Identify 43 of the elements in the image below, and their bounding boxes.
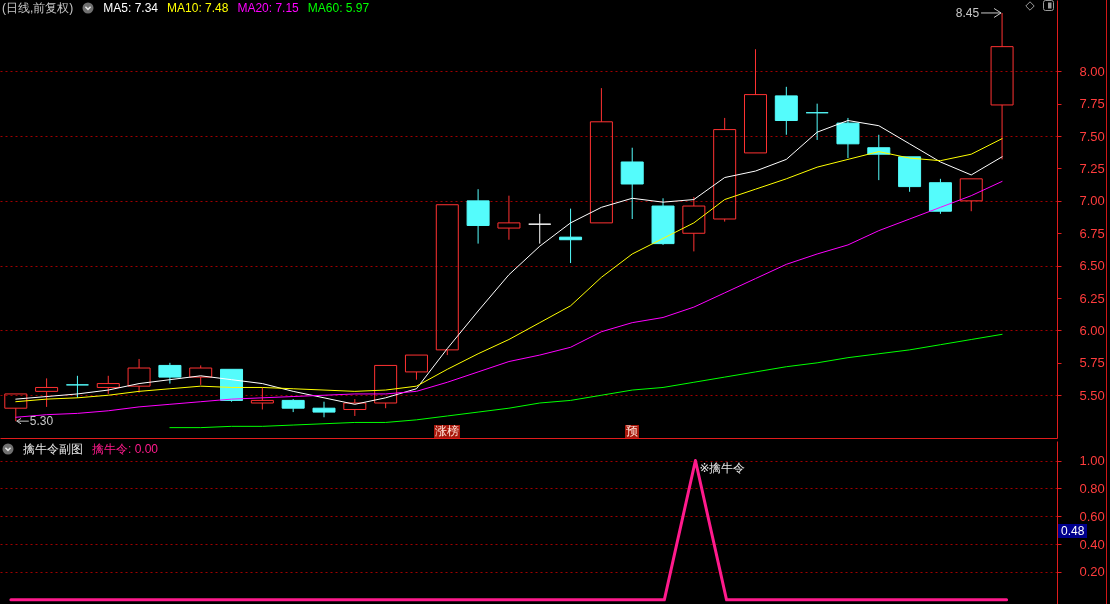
annotation: 预 <box>625 424 640 438</box>
candlestick <box>620 147 644 220</box>
text: MA10: 7.48 <box>167 1 229 15</box>
candlestick <box>528 213 552 245</box>
candlestick <box>158 362 182 385</box>
y-tick-label: 5.75 <box>1079 355 1105 371</box>
text: MA5: 7.34 <box>103 1 159 15</box>
text: 擒牛令: 0.00 <box>92 442 159 456</box>
y-tick-label: 0.20 <box>1079 564 1105 580</box>
y-tick-label: 7.50 <box>1079 128 1105 144</box>
candlestick <box>127 358 151 394</box>
candlestick <box>312 401 336 418</box>
annotation: ※擒牛令 <box>699 460 746 475</box>
candlestick <box>836 117 860 159</box>
y-tick-label: 0.60 <box>1079 508 1105 524</box>
annotation: 8.45 <box>955 5 980 20</box>
candlestick <box>805 103 829 141</box>
y-tick-label: 7.00 <box>1079 193 1105 209</box>
y-tick-label: 6.00 <box>1079 322 1105 338</box>
y-tick-label: 7.25 <box>1079 160 1105 176</box>
candlestick <box>466 188 490 245</box>
y-tick-label: 0.40 <box>1079 536 1105 552</box>
candlestick <box>682 196 706 252</box>
y-tick-label: 6.25 <box>1079 290 1105 306</box>
y-tick-label: 7.75 <box>1079 96 1105 112</box>
candlestick <box>559 208 583 264</box>
y-tick-label: 6.75 <box>1079 225 1105 241</box>
candlestick <box>651 197 675 245</box>
y-tick-label: 0.80 <box>1079 480 1105 496</box>
chart-title: 擒牛令副图 <box>23 442 83 456</box>
y-tick-label: 6.50 <box>1079 258 1105 274</box>
annotation: 5.30 <box>29 414 54 429</box>
y-tick-label: 5.50 <box>1079 387 1105 403</box>
line-series <box>15 180 1003 418</box>
candlestick <box>990 12 1014 160</box>
text: 0.48 <box>1058 524 1088 538</box>
candlestick <box>497 195 521 241</box>
y-tick-label: 1.00 <box>1079 453 1105 468</box>
y-tick-label: 8.00 <box>1079 63 1105 79</box>
chart-title: (日线,前复权) <box>2 1 74 15</box>
annotation: 涨榜 <box>434 424 461 438</box>
text: MA60: 5.97 <box>307 1 370 15</box>
text: MA20: 7.15 <box>237 1 299 15</box>
